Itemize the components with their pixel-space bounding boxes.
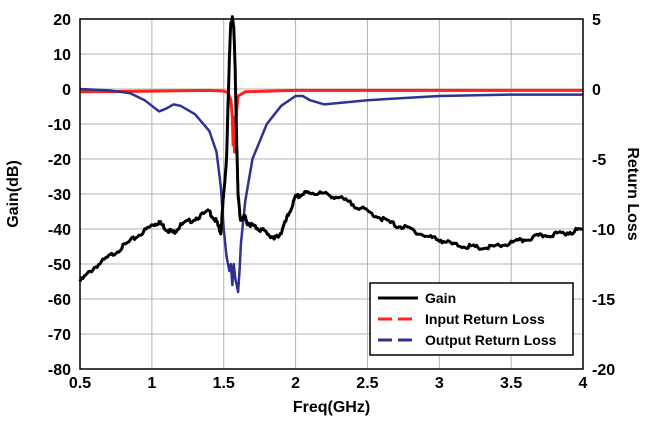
x-tick-label: 3.5 (500, 375, 522, 392)
legend-label: Input Return Loss (425, 311, 545, 327)
legend: Gain Input Return Loss Output Return Loss (369, 282, 574, 356)
series-line-input-return-loss (79, 88, 583, 154)
y-axis-title-right: Return Loss (624, 147, 641, 240)
x-axis-title: Freq(GHz) (293, 399, 370, 416)
legend-label: Gain (425, 290, 456, 306)
x-tick-label: 1.5 (213, 375, 235, 392)
y-tick-label-right: -10 (592, 222, 615, 239)
y-tick-label-left: -70 (48, 327, 71, 344)
y-tick-label-left: -80 (48, 362, 71, 379)
y-tick-label-right: 5 (592, 12, 601, 29)
x-tick-label: 2 (291, 375, 300, 392)
y-tick-label-left: -40 (48, 222, 71, 239)
y-tick-label-left: -20 (48, 152, 71, 169)
grid (79, 18, 584, 370)
y-tick-label-left: -30 (48, 187, 71, 204)
series-line-gain (78, 15, 584, 283)
y-tick-label-left: 20 (53, 12, 71, 29)
x-tick-label: 0.5 (69, 375, 91, 392)
plot-frame (79, 18, 584, 370)
x-tick-label: 1 (147, 375, 156, 392)
y-tick-labels-left: 20 10 0 -10 -20 -30 -40 -50 -60 -70 -80 (48, 12, 71, 379)
y-tick-label-right: 0 (592, 82, 601, 99)
y-tick-label-right: -5 (592, 152, 606, 169)
legend-label: Output Return Loss (425, 332, 557, 348)
y-tick-label-left: -60 (48, 292, 71, 309)
series-line-output-return-loss (79, 87, 583, 294)
x-tick-label: 4 (579, 375, 588, 392)
x-tick-label: 3 (435, 375, 444, 392)
x-tick-labels: 0.5 1 1.5 2 2.5 3 3.5 4 (69, 375, 588, 392)
y-tick-label-left: -10 (48, 117, 71, 134)
y-tick-label-left: -50 (48, 257, 71, 274)
y-tick-labels-right: 5 0 -5 -10 -15 -20 (592, 12, 615, 379)
series-layer (78, 15, 584, 294)
y-axis-title-left: Gain(dB) (5, 160, 22, 228)
y-tick-label-left: 10 (53, 47, 71, 64)
x-tick-label: 2.5 (356, 375, 378, 392)
y-tick-label-right: -20 (592, 362, 615, 379)
y-tick-label-right: -15 (592, 292, 615, 309)
y-tick-label-left: 0 (62, 82, 71, 99)
